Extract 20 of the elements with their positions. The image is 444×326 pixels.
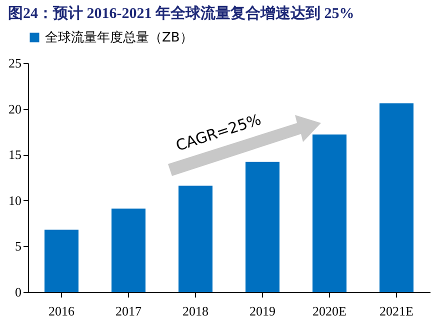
- bar: [112, 208, 146, 292]
- y-tick-label: 10: [8, 192, 22, 208]
- y-tick-label: 25: [8, 56, 22, 70]
- chart-title: 图24：预计 2016-2021 年全球流量复合增速达到 25%: [8, 4, 354, 22]
- x-tick-label: 2021E: [380, 304, 414, 318]
- y-tick-label: 20: [8, 101, 22, 116]
- bar: [380, 103, 414, 292]
- legend-label: 全球流量年度总量（ZB）: [45, 30, 193, 46]
- x-tick-label: 2018: [182, 304, 208, 318]
- bar: [312, 134, 346, 292]
- bar: [178, 186, 212, 292]
- y-tick-label: 15: [8, 147, 22, 162]
- y-tick-label: 5: [15, 238, 22, 254]
- x-tick-label: 2016: [48, 304, 75, 318]
- x-tick-label: 2019: [250, 304, 276, 318]
- x-tick-label: 2020E: [312, 304, 347, 318]
- bar: [44, 230, 78, 292]
- bar: [246, 162, 280, 292]
- y-tick-label: 0: [15, 284, 22, 300]
- x-tick-label: 2017: [116, 304, 142, 318]
